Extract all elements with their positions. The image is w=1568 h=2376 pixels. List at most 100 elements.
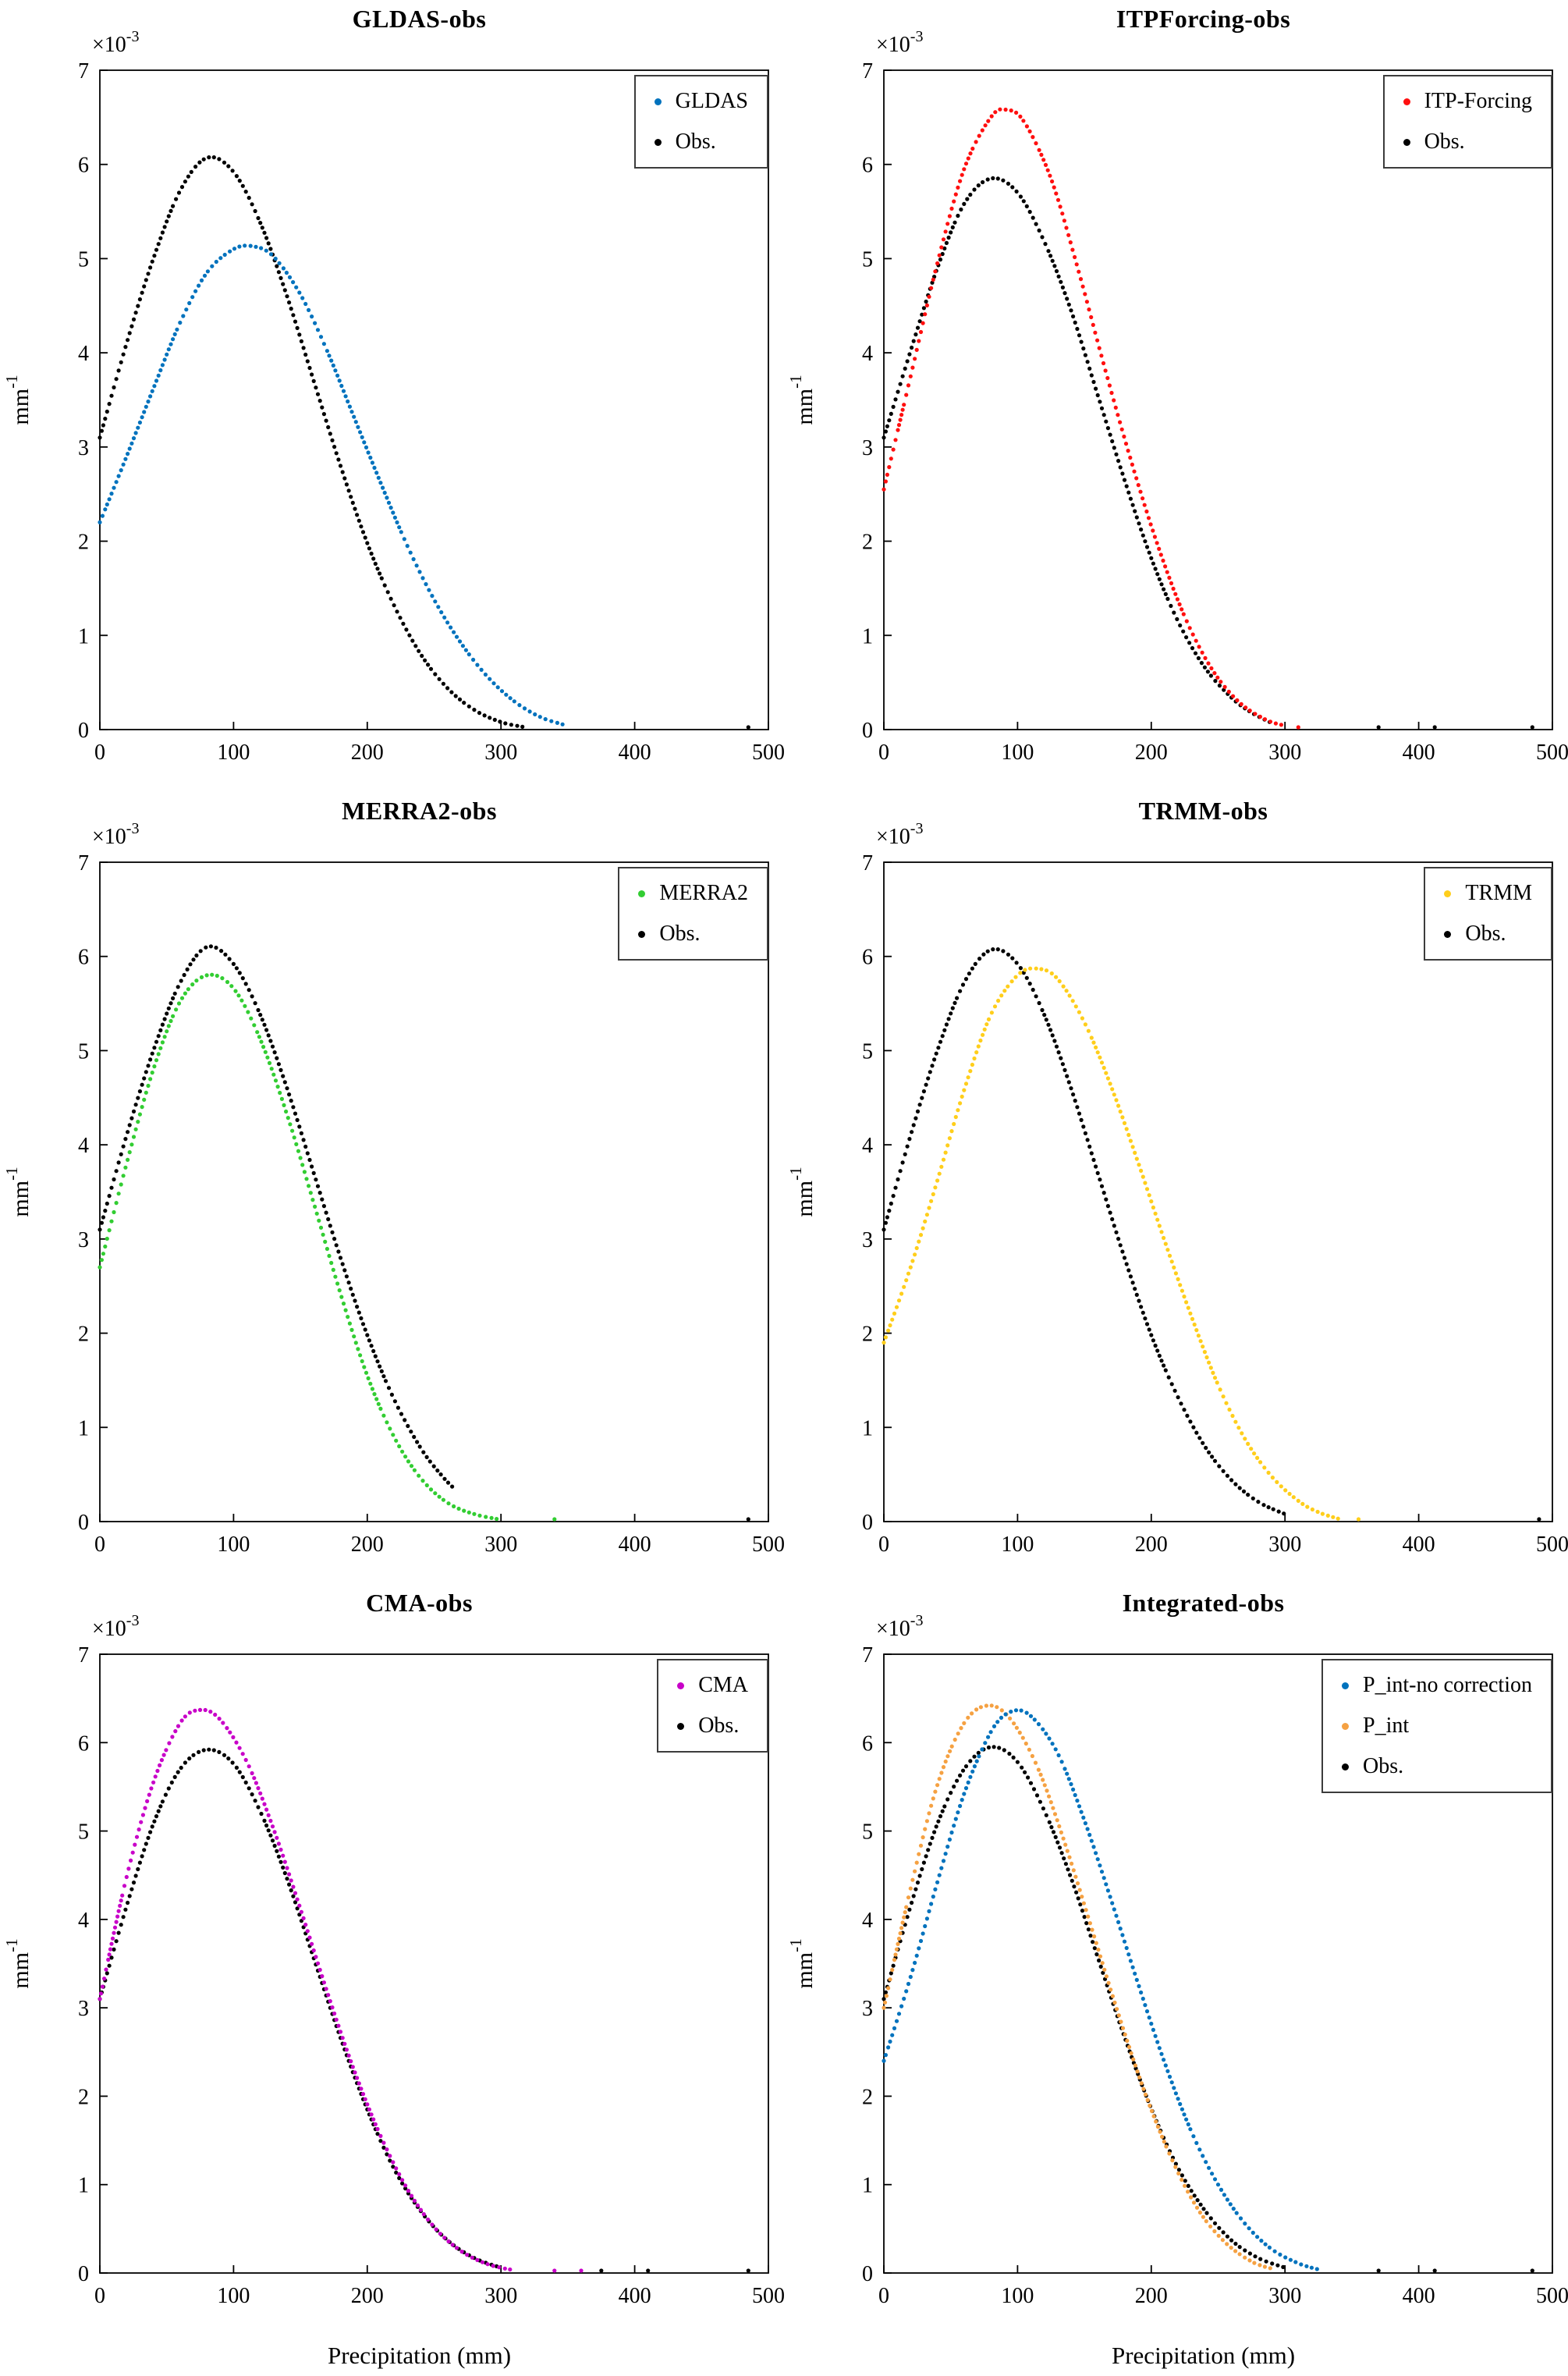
plot-area: 0 100 200 300 400 500 0 1 2 3 4 5 6 7×10-3 mm-1 bbox=[2, 1612, 784, 2308]
x-tick-label: 500 bbox=[752, 1533, 784, 1557]
x-tick-label: 500 bbox=[1536, 1533, 1568, 1557]
y-tick-label: 0 bbox=[78, 2262, 89, 2286]
y-tick-label: 1 bbox=[78, 1416, 89, 1440]
panel-trmm: TRMM-obs 0 100 200 300 400 500 0 1 2 3 4 5 6 7 ×10-3 mm… bbox=[784, 792, 1568, 1584]
x-tick-label: 500 bbox=[1536, 741, 1568, 765]
y-axis-multiplier: ×10-3 bbox=[92, 1612, 139, 1641]
series-dots-obs- bbox=[882, 1745, 1534, 2273]
legend-marker-dot bbox=[638, 890, 646, 897]
y-axis-multiplier: ×10-3 bbox=[876, 28, 923, 57]
y-tick-label: 4 bbox=[78, 342, 89, 366]
legend-label: Obs. bbox=[1465, 922, 1506, 946]
series-dots-itp-forcing bbox=[882, 107, 1300, 730]
axes-box bbox=[99, 1653, 769, 2274]
y-tick-label: 6 bbox=[78, 1731, 89, 1756]
legend-marker-dot bbox=[1403, 138, 1410, 146]
series-dots-obs- bbox=[882, 176, 1534, 730]
x-tick-label: 400 bbox=[1403, 1533, 1435, 1557]
panel-gldas: GLDAS-obs 0 100 200 300 400 500 0 1 2 3 4 5 6 7 ×10-3 m… bbox=[0, 0, 784, 792]
y-tick-label: 2 bbox=[862, 1323, 873, 1347]
legend-label: P_int-no correction bbox=[1363, 1673, 1532, 1697]
legend-item-trmm: TRMM bbox=[1436, 881, 1532, 906]
legend-label: MERRA2 bbox=[659, 881, 748, 905]
legend-label: Obs. bbox=[659, 922, 701, 946]
legend-item-obs-: Obs. bbox=[630, 922, 748, 946]
x-tick-label: 400 bbox=[619, 1533, 651, 1557]
y-tick-label: 2 bbox=[78, 2085, 89, 2109]
x-axis-label: Precipitation (mm) bbox=[327, 2342, 512, 2369]
y-tick-label: 3 bbox=[78, 1228, 89, 1252]
legend-label: TRMM bbox=[1465, 881, 1532, 905]
y-tick-label: 7 bbox=[862, 59, 873, 83]
legend-marker-dot bbox=[1342, 1682, 1350, 1689]
y-axis-label: mm-1 bbox=[2, 1167, 34, 1216]
legend-label: Obs. bbox=[698, 1714, 740, 1738]
panel-title: CMA-obs bbox=[366, 1589, 473, 1617]
tick-labels: 0 100 200 300 400 500 0 1 2 3 4 5 6 7 bbox=[78, 1643, 784, 2308]
y-tick-label: 5 bbox=[78, 247, 89, 272]
legend: ITP-Forcing Obs. bbox=[1382, 75, 1552, 169]
y-tick-label: 1 bbox=[78, 2174, 89, 2198]
y-tick-label: 6 bbox=[862, 1731, 873, 1756]
y-tick-label: 5 bbox=[78, 1039, 89, 1064]
axes-box bbox=[883, 69, 1553, 730]
x-tick-label: 100 bbox=[217, 2284, 250, 2308]
legend-label: GLDAS bbox=[675, 89, 748, 113]
x-tick-label: 300 bbox=[484, 741, 517, 765]
legend-marker-dot bbox=[638, 930, 646, 938]
y-tick-label: 1 bbox=[862, 2174, 873, 2198]
x-tick-label: 200 bbox=[351, 2284, 384, 2308]
y-tick-label: 0 bbox=[862, 719, 873, 743]
series-dots-p-int bbox=[882, 1703, 1272, 2271]
legend-label: Obs. bbox=[1363, 1754, 1404, 1778]
series-dots-p-int-no-correction bbox=[882, 1708, 1319, 2271]
plot-area: 0 100 200 300 400 500 0 1 2 3 4 5 6 7×10-3 mm-1 bbox=[786, 820, 1568, 1557]
x-tick-label: 200 bbox=[1135, 741, 1168, 765]
y-axis-multiplier: ×10-3 bbox=[92, 28, 139, 57]
x-tick-label: 400 bbox=[1403, 2284, 1435, 2308]
legend-label: Obs. bbox=[1424, 130, 1465, 154]
y-axis-label: mm-1 bbox=[786, 1167, 818, 1216]
series-dots-trmm bbox=[882, 966, 1361, 1522]
plot-area: 0 100 200 300 400 500 0 1 2 3 4 5 6 7×10-3 mm-1 bbox=[2, 820, 784, 1557]
plot-area: 0 100 200 300 400 500 0 1 2 3 4 5 6 7×10-3 mm-1 bbox=[786, 28, 1568, 765]
y-tick-label: 1 bbox=[862, 624, 873, 648]
legend-marker-dot bbox=[1342, 1763, 1350, 1770]
x-tick-label: 300 bbox=[484, 2284, 517, 2308]
series-dots-obs- bbox=[98, 1747, 750, 2273]
y-tick-label: 3 bbox=[78, 1997, 89, 2021]
x-tick-label: 400 bbox=[619, 2284, 651, 2308]
y-axis-label: mm-1 bbox=[2, 375, 34, 424]
y-tick-label: 3 bbox=[78, 436, 89, 460]
series-dots-obs- bbox=[98, 944, 750, 1522]
y-tick-label: 0 bbox=[78, 1511, 89, 1535]
y-tick-label: 2 bbox=[78, 1323, 89, 1347]
panel-cma: CMA-obs 0 100 200 300 400 500 0 1 2 3 4 5 6 7 ×10-3 mm-… bbox=[0, 1584, 784, 2376]
x-tick-label: 300 bbox=[1268, 2284, 1301, 2308]
tick-labels: 0 100 200 300 400 500 0 1 2 3 4 5 6 7 bbox=[78, 59, 784, 765]
legend-marker-dot bbox=[654, 138, 662, 146]
y-axis-multiplier: ×10-3 bbox=[876, 1612, 923, 1641]
y-tick-label: 6 bbox=[78, 946, 89, 970]
x-tick-label: 200 bbox=[1135, 2284, 1168, 2308]
x-tick-label: 500 bbox=[752, 2284, 784, 2308]
legend-marker-dot bbox=[1444, 930, 1452, 938]
legend-item-p-int: P_int bbox=[1334, 1714, 1532, 1738]
x-axis-label: Precipitation (mm) bbox=[1111, 2342, 1296, 2369]
panel-title: GLDAS-obs bbox=[352, 5, 487, 33]
x-tick-label: 500 bbox=[752, 741, 784, 765]
legend-label: CMA bbox=[698, 1673, 748, 1697]
legend-item-itp-forcing: ITP-Forcing bbox=[1396, 89, 1532, 114]
y-tick-label: 7 bbox=[862, 1643, 873, 1667]
legend: MERRA2 Obs. bbox=[618, 867, 768, 961]
legend-item-p-int-no-correction: P_int-no correction bbox=[1334, 1673, 1532, 1698]
legend: P_int-no correction P_int Obs. bbox=[1321, 1659, 1552, 1793]
x-tick-label: 100 bbox=[217, 1533, 250, 1557]
axes-box bbox=[883, 861, 1553, 1522]
legend-item-merra2: MERRA2 bbox=[630, 881, 748, 906]
tick-labels: 0 100 200 300 400 500 0 1 2 3 4 5 6 7 bbox=[862, 1643, 1568, 2308]
x-tick-label: 0 bbox=[878, 2284, 889, 2308]
x-tick-label: 200 bbox=[1135, 1533, 1168, 1557]
y-axis-label: mm-1 bbox=[786, 375, 818, 424]
